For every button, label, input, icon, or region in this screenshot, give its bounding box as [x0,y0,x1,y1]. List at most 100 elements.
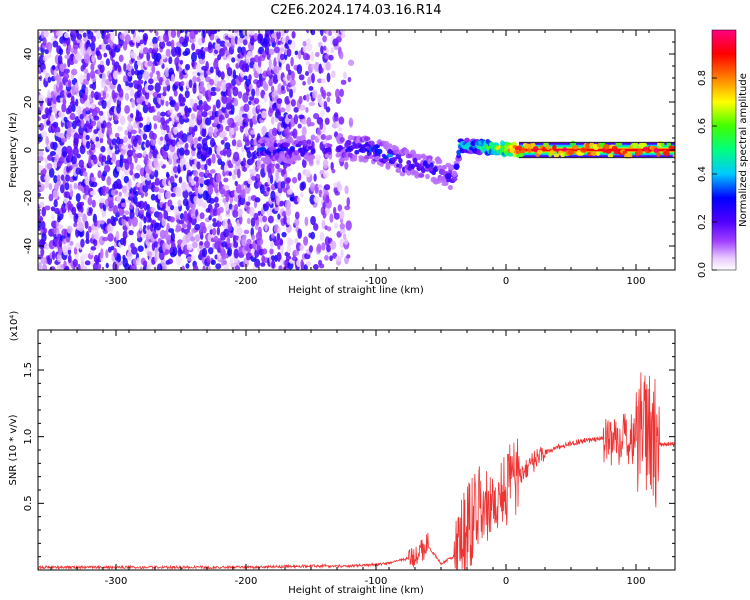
heatmap-cell [254,197,261,203]
heatmap-cell [85,140,91,150]
heatmap-cell [245,63,250,73]
heatmap-cell [67,200,72,211]
heatmap-cell [38,165,44,171]
heatmap-cell [290,99,296,107]
heatmap-cell [126,149,134,157]
heatmap-cell [193,82,197,89]
heatmap-cell [327,134,333,141]
heatmap-cell [289,88,293,98]
heatmap-cell [202,265,206,270]
heatmap-cell [319,120,324,130]
heatmap-cell [167,199,173,207]
heatmap-cell [131,68,135,76]
heatmap-cell [38,46,41,52]
heatmap-cell [295,156,302,161]
heatmap-cell [76,33,83,40]
heatmap-cell [385,162,391,168]
heatmap-cell [237,91,243,99]
heatmap-cell [80,238,85,248]
heatmap-cell [292,86,297,94]
heatmap-cell [326,244,331,253]
heatmap-cell [286,216,291,225]
heatmap-cell [382,140,390,146]
heatmap-cell [184,47,191,56]
heatmap-cell [83,53,91,64]
heatmap-cell [285,167,292,172]
heatmap-cell [339,136,345,143]
heatmap-cell [276,232,281,241]
heatmap-cell [135,206,139,217]
heatmap-cell [226,67,233,77]
heatmap-cell [49,114,55,124]
heatmap-cell [330,161,334,171]
heatmap-cell [426,155,433,161]
heatmap-cell [113,92,119,99]
heatmap-cell [166,124,170,134]
heatmap-cell [100,248,104,259]
heatmap-cell [313,223,319,231]
heatmap-cell [227,117,233,126]
heatmap-cell [345,220,352,231]
heatmap-cell [129,88,135,97]
heatmap-cell [217,214,223,222]
heatmap-cell [339,223,346,230]
heatmap-cell [276,97,283,104]
heatmap-cell [433,166,439,173]
heatmap-cell [43,30,49,38]
heatmap-cell [118,207,125,216]
heatmap-ridge-band [519,148,675,152]
heatmap-cell [67,79,72,88]
heatmap-cell [110,31,115,41]
heatmap-cell [193,176,200,182]
heatmap-cell [68,165,73,171]
heatmap-cell [44,174,51,182]
heatmap-cell [156,211,163,221]
heatmap-cell [298,50,302,60]
heatmap-cell [425,173,430,180]
heatmap-cell [207,184,213,196]
heatmap-cell [78,159,85,168]
x-tick-label: 0 [503,576,509,587]
x-tick-label: 0 [503,276,509,287]
heatmap-cell [116,125,123,132]
heatmap-cell [270,233,275,239]
heatmap-cell [248,100,252,106]
heatmap-cell [131,57,135,63]
heatmap-cell [78,30,85,33]
heatmap-cell [40,247,45,257]
heatmap-cell [226,147,232,158]
heatmap-cell [242,92,249,103]
heatmap-cell [156,153,161,160]
heatmap-cell [103,164,111,173]
heatmap-cell [186,81,190,89]
heatmap-cell [259,184,265,195]
heatmap-cell [144,191,148,197]
heatmap-cell [162,85,168,93]
heatmap-cell [328,54,334,61]
heatmap-cell [210,259,216,265]
heatmap-cell [90,143,96,151]
heatmap-cell [73,132,79,143]
heatmap-cell [549,149,555,156]
heatmap-cell [132,195,138,205]
heatmap-cell [335,255,342,262]
heatmap-cell [242,39,248,46]
heatmap-cell [94,231,100,241]
y-tick-label: -20 [23,190,34,206]
snr-frame [37,329,676,571]
heatmap-cell [201,127,207,138]
heatmap-cell [61,137,67,143]
heatmap-cell [170,139,177,147]
heatmap-cell [289,146,296,151]
heatmap-cell [146,52,151,62]
heatmap-cell [207,247,214,255]
heatmap-cell [420,167,426,174]
heatmap-cell [326,96,331,103]
heatmap-cell [56,174,61,182]
heatmap-cell [273,46,281,54]
heatmap-cell [67,254,72,264]
heatmap-cell [136,83,143,93]
heatmap-cell [209,228,213,235]
heatmap-cell [193,265,199,270]
heatmap-cell [140,30,145,33]
